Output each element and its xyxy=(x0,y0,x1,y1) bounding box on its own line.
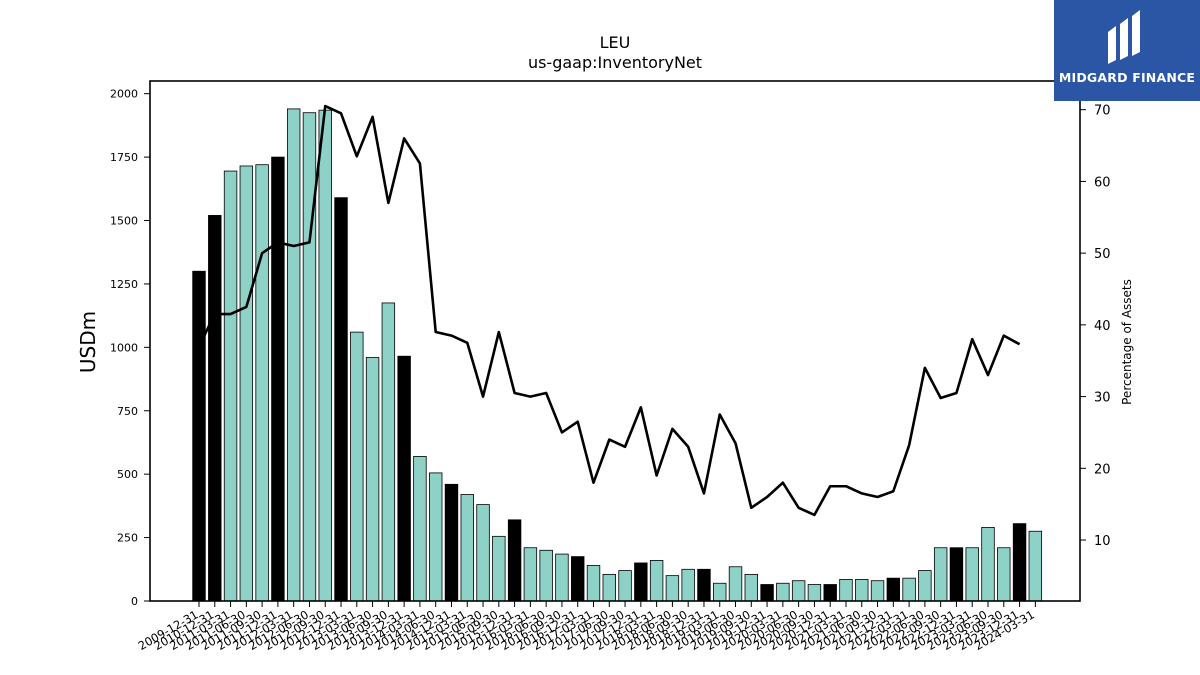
y2-tick-label: 30 xyxy=(1094,391,1111,406)
bar xyxy=(870,580,885,602)
bar xyxy=(807,584,822,602)
bar xyxy=(886,577,901,602)
logo-text: MIDGARD FINANCE xyxy=(1058,70,1196,85)
y-tick-label: 1000 xyxy=(110,341,138,354)
bar xyxy=(255,164,269,602)
bar xyxy=(744,573,759,602)
bar xyxy=(965,547,979,602)
bar xyxy=(997,547,1011,602)
bar xyxy=(571,556,585,602)
bar xyxy=(602,573,616,602)
bar xyxy=(760,584,774,602)
bar xyxy=(413,456,427,602)
y2-tick-label: 50 xyxy=(1094,247,1111,262)
bar xyxy=(428,472,443,602)
chart-title: LEU xyxy=(600,33,631,52)
bar xyxy=(507,519,522,602)
y-tick-label: 1500 xyxy=(110,215,138,228)
y-tick-label: 1250 xyxy=(110,278,138,291)
bar xyxy=(476,504,490,602)
bar xyxy=(586,565,601,602)
bar xyxy=(649,560,664,602)
y2-tick-label: 10 xyxy=(1094,534,1111,549)
bar xyxy=(397,355,411,602)
bar xyxy=(728,566,743,602)
line-series-path xyxy=(197,104,1021,517)
bar xyxy=(318,109,332,602)
bar xyxy=(286,108,301,602)
bar xyxy=(713,582,727,602)
bar xyxy=(981,527,995,602)
bar xyxy=(618,570,632,602)
midgard-logo-icon xyxy=(1108,10,1140,64)
bar xyxy=(523,547,538,602)
y2-axis-label: Percentage of Assets xyxy=(1120,279,1134,405)
bar xyxy=(350,331,364,602)
bar xyxy=(1028,530,1043,602)
y2-tick-label: 70 xyxy=(1094,104,1111,119)
bar xyxy=(492,535,506,602)
y-axis-label: USDm xyxy=(76,311,100,373)
bar xyxy=(271,156,285,602)
y2-tick-label: 40 xyxy=(1094,319,1111,334)
bar xyxy=(933,547,948,602)
bar xyxy=(381,302,396,602)
bar xyxy=(539,549,553,602)
bar xyxy=(902,577,916,602)
bar xyxy=(855,579,869,602)
bar xyxy=(665,575,680,602)
y-tick-label: 2000 xyxy=(110,88,138,101)
bar xyxy=(839,579,853,602)
y-tick-label: 750 xyxy=(117,405,138,418)
bar xyxy=(444,483,459,602)
bar xyxy=(791,580,806,602)
bar xyxy=(697,568,711,602)
bar xyxy=(681,568,695,602)
midgard-finance-logo: MIDGARD FINANCE xyxy=(1054,0,1200,101)
y-tick-label: 1750 xyxy=(110,151,138,164)
y2-tick-label: 60 xyxy=(1094,175,1111,190)
y2-tick-label: 20 xyxy=(1094,462,1111,477)
bar xyxy=(634,562,648,602)
bar xyxy=(208,215,222,602)
bar-series xyxy=(192,108,1043,602)
chart-subtitle: us-gaap:InventoryNet xyxy=(528,53,702,72)
bar xyxy=(365,357,380,602)
bar xyxy=(239,165,254,602)
bar xyxy=(460,494,474,602)
axes: 0 250 500 750 1000 1250 1500 1750 2000 10 20 30 40 50… xyxy=(110,80,1111,653)
y-tick-label: 0 xyxy=(131,595,138,608)
plot-frame xyxy=(149,80,1081,602)
bar xyxy=(334,197,348,602)
bar xyxy=(223,170,238,602)
percentage-line-series xyxy=(197,104,1021,517)
bar xyxy=(302,112,317,602)
bar xyxy=(776,582,790,602)
bar xyxy=(555,553,569,602)
bar xyxy=(192,270,206,602)
y-tick-label: 500 xyxy=(117,468,138,481)
y-tick-label: 250 xyxy=(117,532,138,545)
bar xyxy=(1012,523,1027,602)
bar xyxy=(918,570,932,602)
bar xyxy=(949,547,964,602)
bar xyxy=(823,584,837,602)
